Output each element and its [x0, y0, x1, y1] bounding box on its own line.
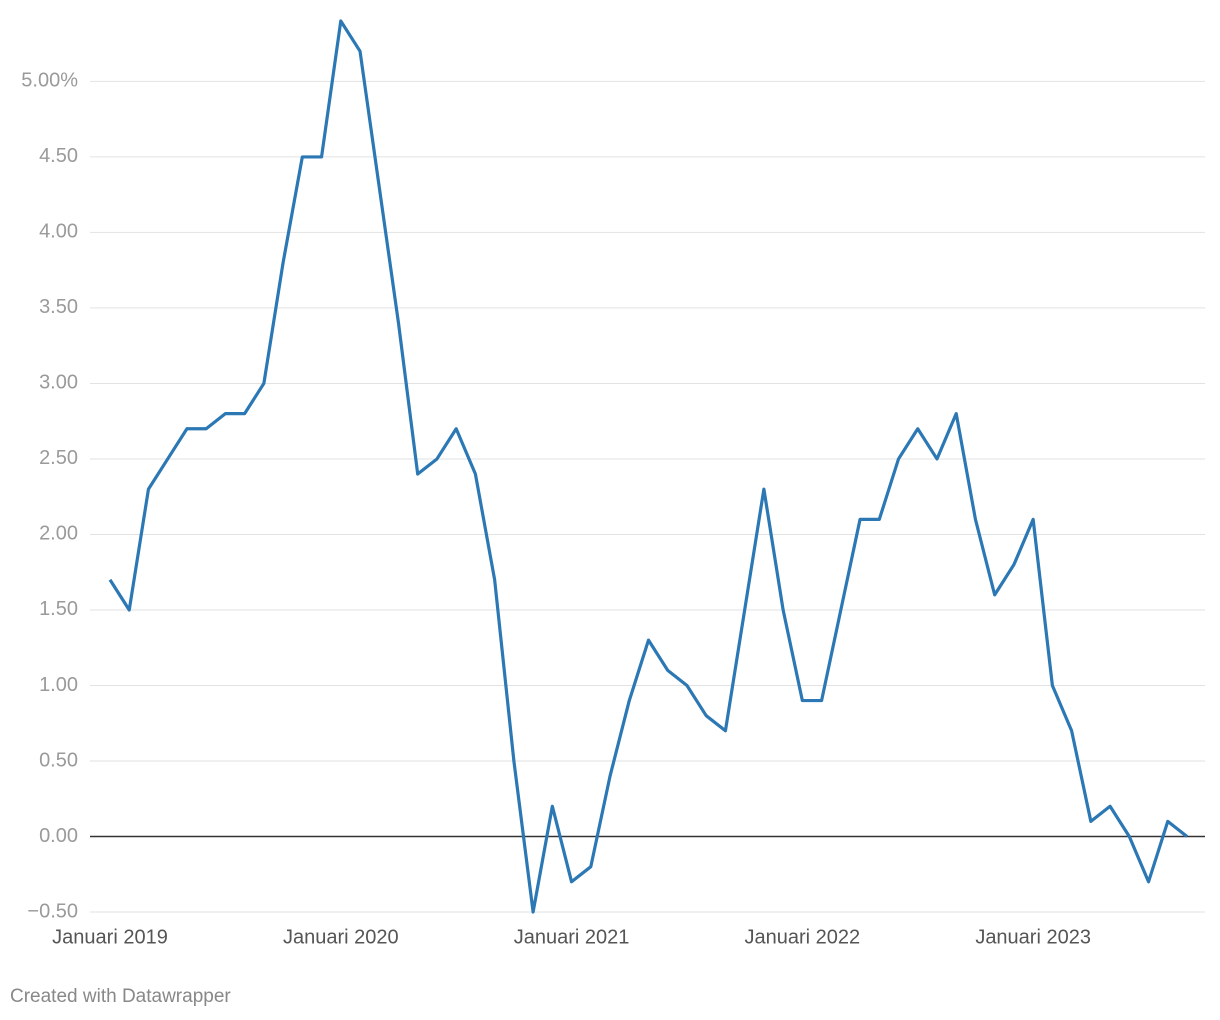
y-tick-label: 1.50 [39, 598, 78, 620]
x-tick-label: Januari 2022 [745, 926, 861, 948]
y-tick-label: 3.50 [39, 296, 78, 318]
data-line [108, 19, 1188, 914]
x-tick-label: Januari 2023 [975, 926, 1091, 948]
y-tick-label: 0.00 [39, 825, 78, 847]
y-tick-label: 1.00 [39, 674, 78, 696]
y-tick-label: 2.00 [39, 523, 78, 545]
x-tick-label: Januari 2021 [514, 926, 630, 948]
y-tick-label: −0.50 [27, 900, 78, 922]
y-tick-label: 4.00 [39, 221, 78, 243]
y-tick-label: 5.00% [21, 70, 78, 92]
credit: Created with Datawrapper [10, 986, 231, 1007]
y-tick-label: 3.00 [39, 372, 78, 394]
y-tick-label: 0.50 [39, 749, 78, 771]
x-tick-label: Januari 2019 [52, 926, 168, 948]
y-tick-label: 4.50 [39, 145, 78, 167]
x-tick-label: Januari 2020 [283, 926, 399, 948]
y-tick-label: 2.50 [39, 447, 78, 469]
